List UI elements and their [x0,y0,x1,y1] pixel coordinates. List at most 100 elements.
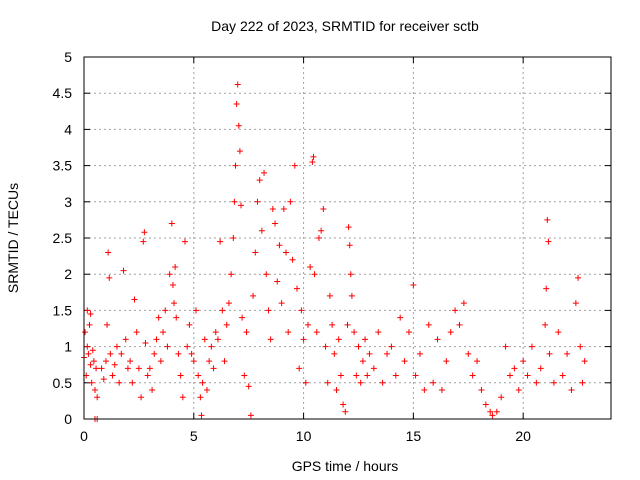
data-point [469,372,476,379]
data-point [129,379,136,386]
data-point [86,321,93,328]
data-point [247,412,254,419]
data-point [230,235,237,241]
data-point [302,379,309,386]
data-point [482,401,489,408]
data-point [85,350,92,357]
data-point [425,321,432,328]
data-point [219,307,226,314]
data-point [233,101,240,108]
data-point [346,242,353,249]
data-point [109,372,116,379]
data-point [575,274,582,281]
data-point [438,387,445,394]
data-point [511,365,518,372]
data-point [353,372,360,379]
data-point [238,202,245,209]
data-point [94,394,101,401]
data-point [223,321,230,328]
x-tick-label: 15 [406,428,422,444]
plot-frame [83,56,612,420]
data-point [410,282,417,289]
data-point [545,238,552,245]
data-point [362,336,369,343]
data-point [250,292,257,299]
data-point [93,365,100,372]
data-point [460,300,467,307]
data-point [118,350,125,357]
data-point [412,372,419,379]
data-point [320,206,327,213]
data-point [506,372,513,379]
data-point [581,358,588,365]
data-point [357,379,364,386]
x-tick-label: 10 [296,428,312,444]
y-tick-label: 0.5 [53,375,73,391]
data-point [333,387,340,394]
data-point [318,227,325,234]
data-point [90,358,97,365]
data-point [392,372,399,379]
data-points [81,81,588,422]
data-point [157,358,164,365]
grid [84,57,611,419]
data-point [149,387,156,394]
data-point [171,300,178,307]
y-tick-label: 0 [64,411,72,427]
data-point [179,394,186,401]
data-point [326,292,333,299]
data-point [208,343,215,350]
data-point [199,379,206,386]
data-point [405,329,412,336]
data-point [201,336,208,343]
data-point [313,329,320,336]
data-point [291,162,298,169]
data-point [206,358,213,365]
data-point [555,329,562,336]
data-point [278,300,285,307]
data-point [311,271,318,278]
y-tick-label: 3 [64,194,72,210]
data-point [498,394,505,401]
data-point [267,336,274,343]
data-point [127,358,134,365]
data-point [203,387,210,394]
data-point [542,321,549,328]
data-point [155,314,162,321]
data-point [197,394,204,401]
data-point [315,235,322,241]
data-point [543,285,550,292]
data-point [347,271,354,278]
data-point [162,307,169,314]
data-point [82,329,89,336]
data-point [261,169,268,176]
data-point [234,81,241,88]
data-point [443,358,450,365]
y-tick-label: 1.5 [53,302,73,318]
data-point [245,383,252,390]
data-point [98,365,105,372]
data-point [537,365,544,372]
data-point [329,321,336,328]
data-point [146,365,153,372]
data-point [138,394,145,401]
data-point [515,387,522,394]
data-point [289,256,296,263]
data-point [105,249,112,256]
data-point [465,350,472,357]
data-point [502,343,509,350]
data-point [285,329,292,336]
data-point [210,365,217,372]
data-point [456,321,463,328]
data-point [528,343,535,350]
x-tick-label: 20 [515,428,531,444]
data-point [274,278,281,285]
tick-labels: 0 0.5 1 1.5 2 2.5 3 3.5 4 4.5 5 0 5 10 15 20 [53,49,611,444]
data-point [182,238,189,245]
data-point [91,387,98,394]
data-point [195,372,202,379]
data-point [104,321,111,328]
data-point [172,263,179,270]
data-point [113,343,120,350]
data-point [324,379,331,386]
